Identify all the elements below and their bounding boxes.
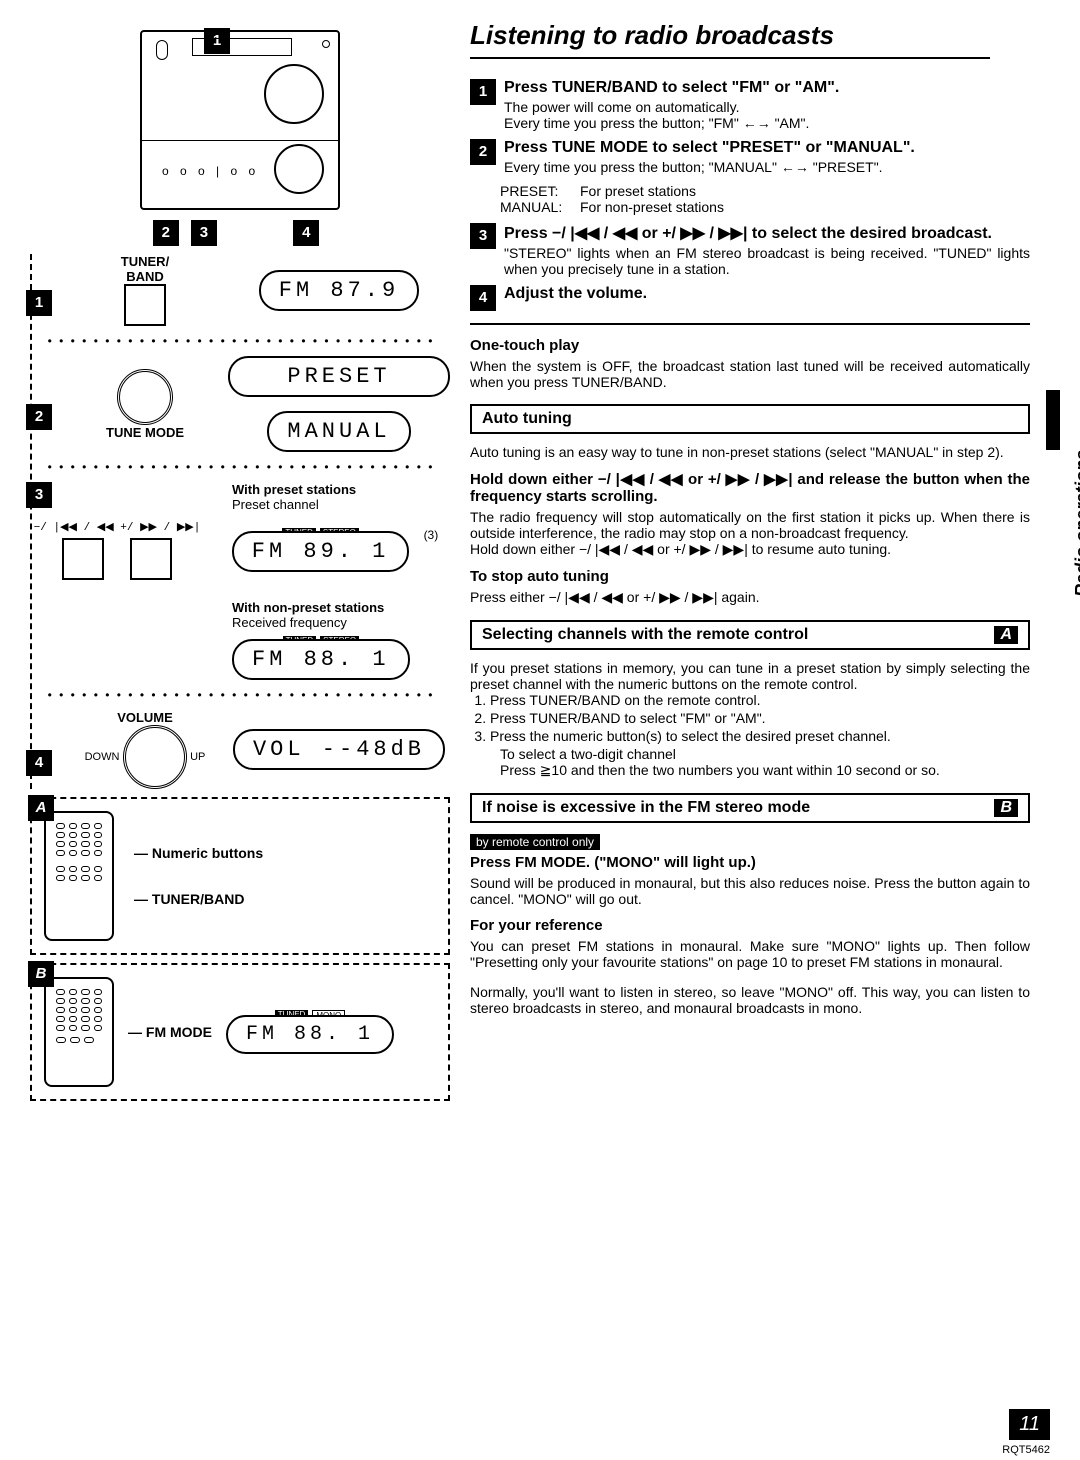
with-nonpreset-head: With non-preset stations bbox=[232, 600, 450, 615]
lcd-preset: PRESET bbox=[228, 356, 450, 397]
ref-head: For your reference bbox=[470, 917, 1030, 934]
auto-tuning-body: The radio frequency will stop automatica… bbox=[470, 509, 1030, 558]
stop-auto-head: To stop auto tuning bbox=[470, 568, 1030, 585]
step-3-head: Press −/ |◀◀ / ◀◀ or +/ ▶▶ / ▶▶| to sele… bbox=[504, 223, 1030, 243]
lcd-fm-879: FM 87.9 bbox=[259, 270, 419, 311]
auto-tuning-intro: Auto tuning is an easy way to tune in no… bbox=[470, 444, 1030, 460]
tune-down-button-icon bbox=[62, 538, 104, 580]
stop-auto-body: Press either −/ |◀◀ / ◀◀ or +/ ▶▶ / ▶▶| … bbox=[470, 589, 1030, 606]
diagram-step-3: 3 bbox=[26, 482, 52, 508]
tune-mode-knob-icon bbox=[117, 369, 173, 425]
remote-a-box: A — Numeric buttons — TUNER/BAND bbox=[30, 797, 450, 955]
page-title: Listening to radio broadcasts bbox=[470, 20, 990, 59]
step-3: 3 Press −/ |◀◀ / ◀◀ or +/ ▶▶ / ▶▶| to se… bbox=[470, 223, 1030, 277]
noise-box: If noise is excessive in the FM stereo m… bbox=[470, 793, 1030, 823]
lcd-fm-891: FM 89. 1 bbox=[232, 531, 410, 572]
stereo-unit-illustration: o o o | o o bbox=[140, 30, 340, 210]
step-4-head: Adjust the volume. bbox=[504, 285, 1030, 303]
side-tab: Radio operations bbox=[1072, 450, 1080, 597]
lcd-remote-b: FM 88. 1 bbox=[226, 1015, 394, 1054]
lcd-vol: VOL --48dB bbox=[233, 729, 445, 770]
tune-buttons-label: −/ |◀◀ / ◀◀ +/ ▶▶ / ▶▶| bbox=[32, 520, 202, 534]
step-2-head: Press TUNE MODE to select "PRESET" or "M… bbox=[504, 139, 1030, 157]
lcd-manual: MANUAL bbox=[267, 411, 410, 452]
tuner-band-remote-label: TUNER/BAND bbox=[152, 891, 245, 907]
step-2-body: Every time you press the button; "MANUAL… bbox=[504, 159, 1030, 175]
callout-2: 2 bbox=[153, 220, 179, 246]
preset-channel-label: Preset channel bbox=[232, 497, 450, 512]
volume-knob-icon bbox=[123, 725, 187, 789]
tuner-band-label: TUNER/ BAND bbox=[80, 254, 210, 284]
two-digit-body: Press ≧10 and then the two numbers you w… bbox=[500, 762, 1030, 779]
one-touch-body: When the system is OFF, the broadcast st… bbox=[470, 358, 1030, 390]
noise-body: Sound will be produced in monaural, but … bbox=[470, 875, 1030, 907]
callout-3: 3 bbox=[191, 220, 217, 246]
diagram-column: 1 o o o | o o 2 3 4 1 bbox=[30, 20, 450, 1101]
page-number: 11 bbox=[1009, 1409, 1050, 1440]
diagram-step-2: 2 bbox=[26, 404, 52, 430]
numeric-buttons-label: Numeric buttons bbox=[152, 845, 263, 861]
remote-select-box: Selecting channels with the remote contr… bbox=[470, 620, 1030, 650]
remote-step-1: Press TUNER/BAND on the remote control. bbox=[490, 692, 1030, 708]
received-freq-label: Received frequency bbox=[232, 615, 450, 630]
tune-mode-label: TUNE MODE bbox=[80, 425, 210, 440]
remote-illustration-b bbox=[44, 977, 114, 1087]
footer-code: RQT5462 bbox=[1002, 1444, 1050, 1456]
remote-step-3: Press the numeric button(s) to select th… bbox=[490, 728, 1030, 744]
step-2: 2 Press TUNE MODE to select "PRESET" or … bbox=[470, 139, 1030, 175]
auto-tuning-head: Hold down either −/ |◀◀ / ◀◀ or +/ ▶▶ / … bbox=[470, 470, 1030, 505]
with-preset-head: With preset stations bbox=[232, 482, 450, 497]
up-label: UP bbox=[190, 751, 205, 763]
fm-mode-label: FM MODE bbox=[146, 1024, 212, 1040]
text-column: Listening to radio broadcasts 1 Press TU… bbox=[470, 20, 1030, 1101]
down-label: DOWN bbox=[85, 751, 120, 763]
step-3-body: "STEREO" lights when an FM stereo broadc… bbox=[504, 245, 1030, 277]
ref-body-1: You can preset FM stations in monaural. … bbox=[470, 938, 1030, 970]
remote-select-intro: If you preset stations in memory, you ca… bbox=[470, 660, 1030, 692]
one-touch-head: One-touch play bbox=[470, 337, 1030, 354]
step-1: 1 Press TUNER/BAND to select "FM" or "AM… bbox=[470, 79, 1030, 131]
by-remote-pill: by remote control only bbox=[470, 834, 600, 850]
auto-tuning-box: Auto tuning bbox=[470, 404, 1030, 434]
diagram-step-4: 4 bbox=[26, 750, 52, 776]
noise-head: Press FM MODE. ("MONO" will light up.) bbox=[470, 854, 1030, 871]
step-1-head: Press TUNER/BAND to select "FM" or "AM". bbox=[504, 79, 1030, 97]
two-digit-head: To select a two-digit channel bbox=[500, 746, 1030, 762]
callout-4: 4 bbox=[293, 220, 319, 246]
diagram-step-1: 1 bbox=[26, 290, 52, 316]
tune-up-button-icon bbox=[130, 538, 172, 580]
lcd-fm-881: FM 88. 1 bbox=[232, 639, 410, 680]
volume-label: VOLUME bbox=[80, 710, 210, 725]
tuner-band-button-icon bbox=[124, 284, 166, 326]
remote-illustration-a bbox=[44, 811, 114, 941]
step-1-body: The power will come on automatically. Ev… bbox=[504, 99, 1030, 131]
remote-step-2: Press TUNER/BAND to select "FM" or "AM". bbox=[490, 710, 1030, 726]
ref-body-2: Normally, you'll want to listen in stere… bbox=[470, 984, 1030, 1016]
remote-b-box: B — FM MODE TUNEDMONO FM 88. 1 bbox=[30, 963, 450, 1101]
side-tab-mark bbox=[1046, 390, 1060, 450]
step-4: 4 Adjust the volume. bbox=[470, 285, 1030, 311]
